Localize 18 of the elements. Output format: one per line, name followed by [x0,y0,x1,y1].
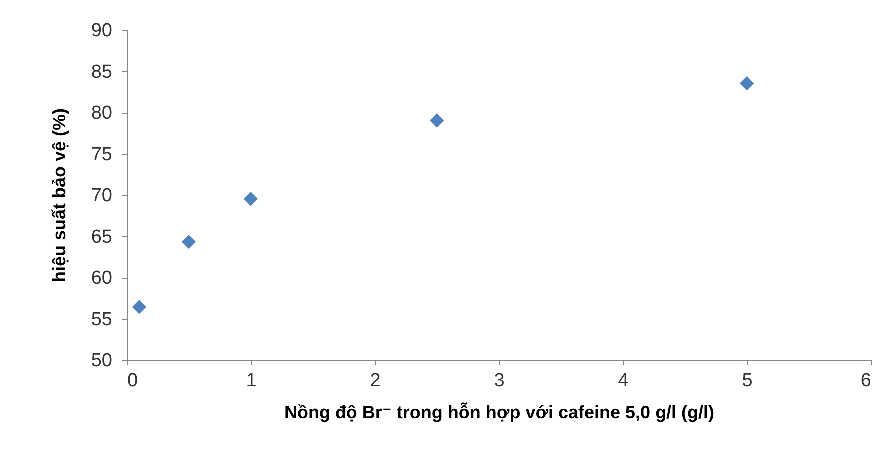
x-tick-label: 0 [128,370,138,392]
y-tick-label: 50 [91,350,112,372]
y-tick-label: 60 [91,268,112,289]
x-tick-label: 2 [370,370,381,392]
x-tick-label: 1 [246,370,257,392]
y-tick-label: 55 [91,309,112,330]
x-tick-label: 6 [860,370,872,392]
x-tick-label: 3 [494,370,505,392]
y-tick-label: 65 [91,226,112,248]
y-tick-label: 80 [91,103,112,124]
y-tick-label: 90 [91,20,112,42]
y-tick-label: 75 [91,144,112,166]
x-tick-label: 5 [742,370,753,392]
y-tick-label: 85 [91,62,112,83]
y-tick-label: 70 [91,186,112,206]
x-axis-title: Nồng độ Br⁻ trong hỗn hợp với cafeine 5,0 g/l (g/l) [284,402,715,422]
x-tick-label: 4 [618,370,630,392]
y-axis-title: hiệu suất bảo vệ (%) [49,108,70,283]
